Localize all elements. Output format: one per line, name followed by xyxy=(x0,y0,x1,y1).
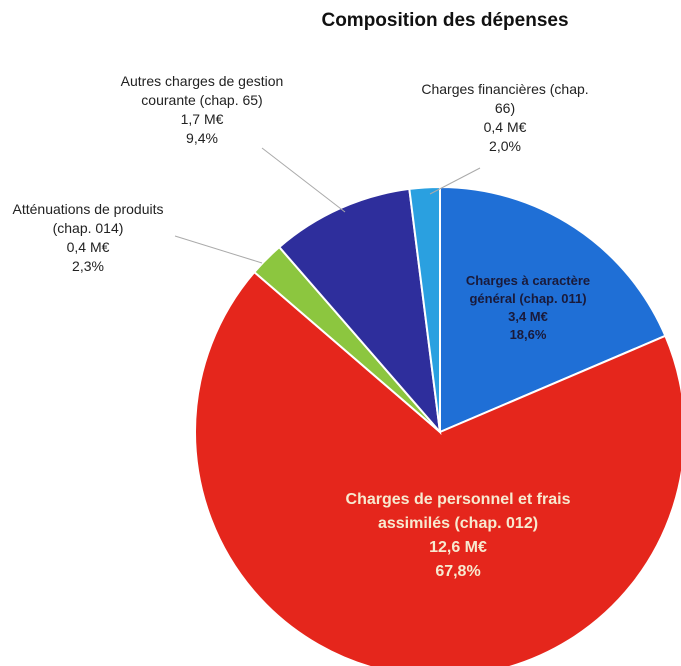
category-label: Autres charges de gestion courante (chap… xyxy=(120,73,284,108)
leader-line xyxy=(429,167,481,195)
value-label: 18,6% xyxy=(509,327,547,342)
value-label: 2,0% xyxy=(489,138,521,154)
slice-label: Autres charges de gestion courante (chap… xyxy=(95,72,310,148)
slice-label: Charges de personnel et frais assimilés … xyxy=(313,488,603,584)
amount-label: 1,7 M€ xyxy=(180,111,224,127)
category-label: Charges de personnel et frais assimilés … xyxy=(345,491,571,532)
slice-label: Atténuations de produits (chap. 014) 0,4 … xyxy=(3,200,173,276)
chart-title: Composition des dépenses xyxy=(321,10,569,31)
leader-line xyxy=(174,235,263,264)
value-label: 2,3% xyxy=(72,258,104,274)
leader-line xyxy=(261,147,346,213)
pie-slice xyxy=(194,270,681,666)
pie-slice xyxy=(408,185,441,433)
slice-label: Charges à caractère général (chap. 011) 3… xyxy=(453,272,603,344)
pie-slice xyxy=(439,185,667,434)
amount-label: 3,4 M€ xyxy=(508,309,548,324)
category-label: Charges à caractère général (chap. 011) xyxy=(465,273,591,306)
value-label: 9,4% xyxy=(186,130,218,146)
amount-label: 12,6 M€ xyxy=(429,539,487,556)
amount-label: 0,4 M€ xyxy=(483,119,527,135)
category-label: Charges financières (chap. 66) xyxy=(421,81,589,116)
amount-label: 0,4 M€ xyxy=(66,239,110,255)
value-label: 67,8% xyxy=(435,563,481,580)
category-label: Atténuations de produits (chap. 014) xyxy=(12,201,164,236)
slice-label: Charges financières (chap. 66) 0,4 M€ 2,0% xyxy=(420,80,590,156)
